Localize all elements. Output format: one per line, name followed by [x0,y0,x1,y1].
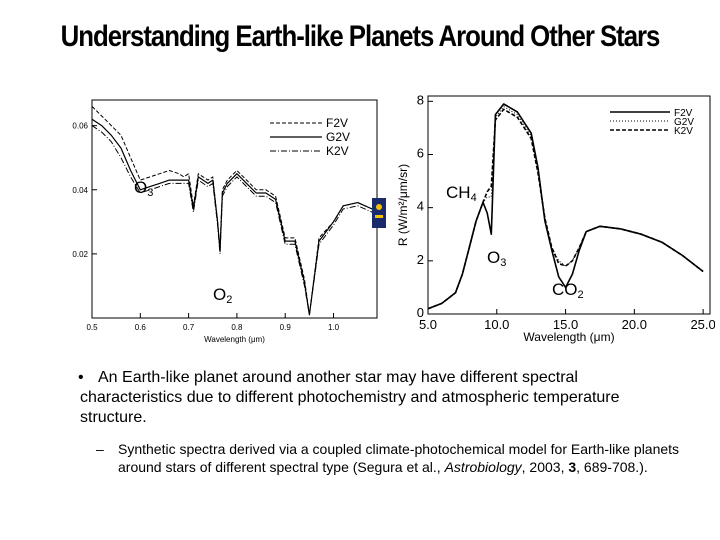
series-line-k2v [91,125,373,316]
label-o3-left: O3 [134,178,154,199]
legend-entry-k2v: K2V [674,126,693,137]
y-tick-label: 4 [417,199,424,214]
citation-volume: 3 [568,459,577,475]
legend-entry-k2v: K2V [326,144,349,158]
series-line-f2v [427,103,704,310]
y-axis-label: R (W/m²/μm/sr) [396,164,410,246]
legend-entry-g2v: G2V [326,130,350,144]
citation-text-after: , 689-708.). [576,459,648,475]
y-tick-label: 0.06 [72,122,88,131]
visible-spectrum-svg: 0.50.60.70.80.91.00.020.040.060.08Wavele… [72,99,378,344]
x-axis-label: Wavelength (μm) [523,330,614,344]
y-tick-label: 8 [417,92,424,107]
y-tick-label: 0.04 [72,186,88,195]
infrared-spectrum-chart: 5.0 10.0 15.0 20.0 25.0 0 2 4 6 8 Wavelength (μm) R… [370,88,715,352]
x-tick-label: 1.0 [328,323,340,332]
x-tick-label: 20.0 [622,317,647,332]
x-tick-label: 0.7 [183,323,195,332]
legend-entry-g2v: G2V [674,117,694,128]
y-tick-label: 2 [417,252,424,267]
citation-text-mid: , 2003, [521,459,569,475]
x-tick-label: 0.9 [280,323,292,332]
x-axis-label: Wavelength (μm) [204,335,265,344]
bullet-marker: • [78,369,84,386]
infrared-spectrum-svg: 5.0 10.0 15.0 20.0 25.0 0 2 4 6 8 Wavelength (μm) R… [396,92,715,344]
citation-journal: Astrobiology [444,459,522,475]
label-o2: O2 [213,285,233,306]
label-co2: CO2 [552,280,584,301]
x-tick-label: 25.0 [690,317,715,332]
series-line-f2v [91,106,373,316]
x-tick-label: 0.8 [231,323,243,332]
x-tick-label: 10.0 [484,317,509,332]
y-tick-label: 0 [417,305,424,320]
series-line-g2v [427,106,704,310]
label-ch4: CH4 [446,183,477,204]
y-tick-label: 0.02 [72,250,88,259]
slide-title: Understanding Earth-like Planets Around … [60,20,661,53]
x-tick-label: 0.6 [135,323,147,332]
citation-text-before: Synthetic spectra derived via a coupled … [118,441,680,475]
x-tick-label: 5.0 [419,317,437,332]
y-tick-label: 6 [417,145,424,160]
legend-entry-f2v: F2V [326,116,348,130]
legend-entry-f2v: F2V [674,108,693,119]
series-line-k2v [427,108,704,310]
main-bullet: • An Earth-like planet around another st… [78,368,680,428]
sub-bullet-dash: – [96,441,104,457]
label-o3-right: O3 [487,248,507,269]
x-tick-label: 15.0 [553,317,578,332]
plot-frame [427,95,711,315]
logo-icon [372,198,386,228]
x-tick-label: 0.5 [86,323,98,332]
visible-spectrum-chart: 0.50.60.70.80.91.00.020.040.060.08Wavele… [60,95,382,355]
sub-bullet: – Synthetic spectra derived via a couple… [96,440,688,476]
bullet-text: An Earth-like planet around another star… [80,369,620,426]
